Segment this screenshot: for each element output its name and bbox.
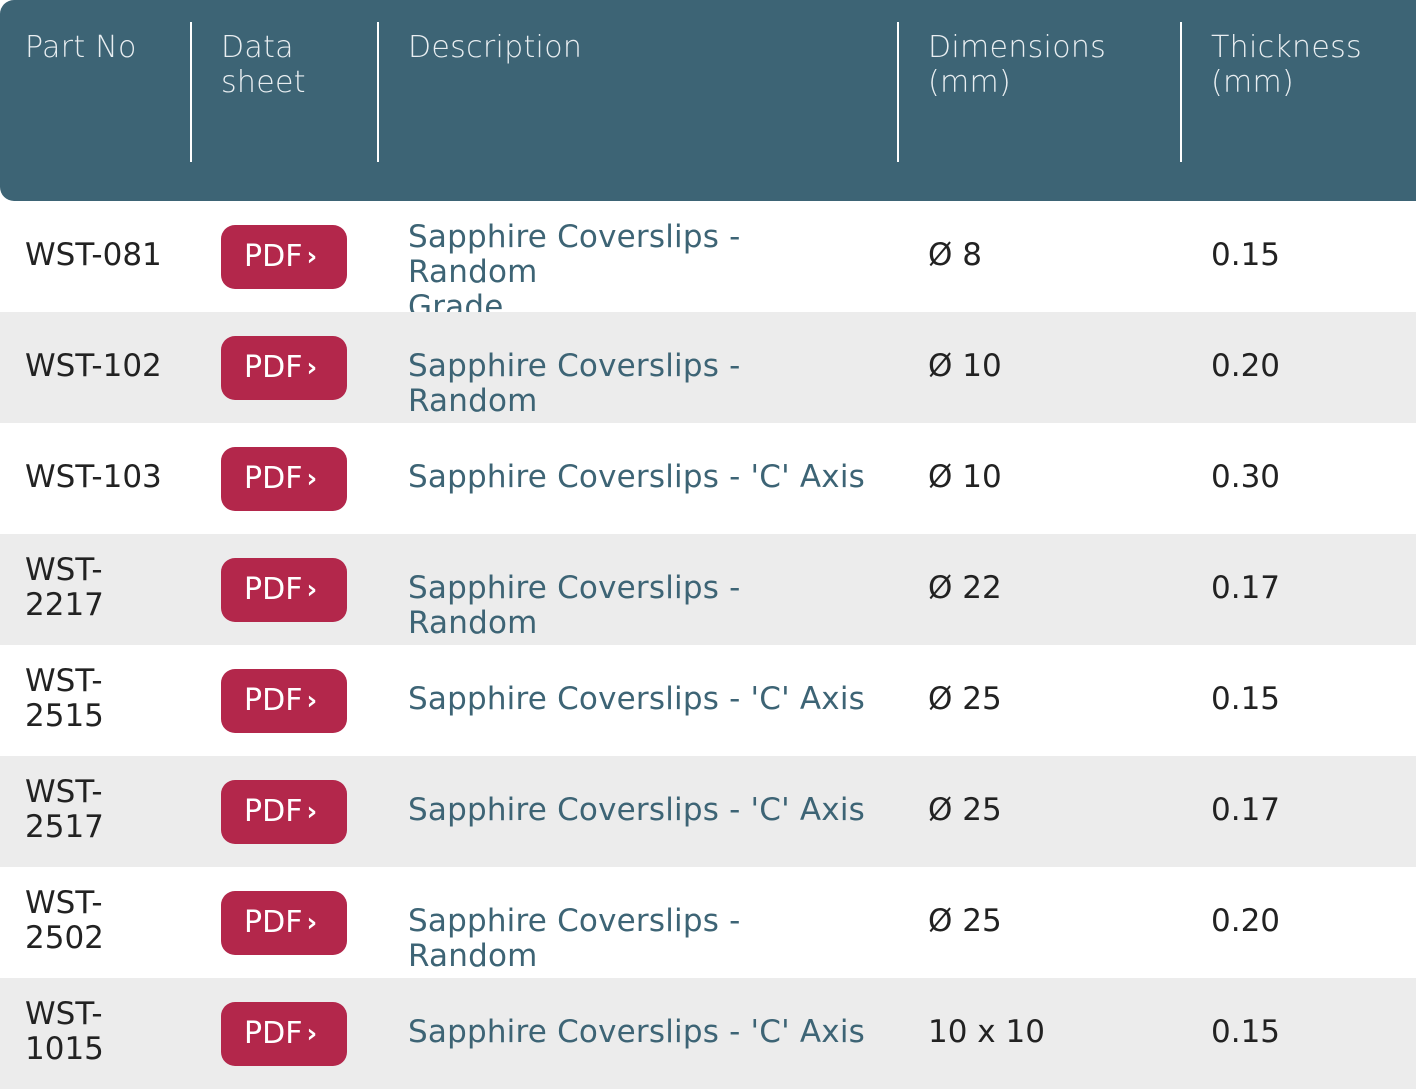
chevron-right-icon: › [306, 575, 318, 605]
dimensions-value: Ø 25 [928, 903, 1002, 939]
pdf-button-label: PDF [244, 461, 303, 496]
product-description: Sapphire Coverslips - Random [408, 348, 741, 419]
table-row: WST- 2217 PDF › Sapphire Coverslips - Random… [0, 534, 1416, 645]
pdf-button-label: PDF [244, 1016, 303, 1051]
pdf-button-label: PDF [244, 350, 303, 385]
dimensions-value: Ø 25 [928, 681, 1002, 717]
pdf-datasheet-button[interactable]: PDF › [221, 891, 347, 955]
header-divider [190, 22, 192, 162]
thickness-value: 0.15 [1211, 1014, 1281, 1050]
dimensions-value: Ø 10 [928, 348, 1002, 384]
header-description: Description [408, 30, 583, 65]
dimensions-value: Ø 8 [928, 237, 982, 273]
thickness-value: 0.17 [1211, 792, 1281, 828]
table-header: Part No Data sheet Description Dimensions… [0, 0, 1416, 201]
header-thickness: Thickness (mm) [1211, 30, 1362, 100]
pdf-button-label: PDF [244, 572, 303, 607]
table-row: WST- 2517 PDF › Sapphire Coverslips - 'C' Ax… [0, 756, 1416, 867]
thickness-value: 0.30 [1211, 459, 1281, 495]
part-number: WST-102 [25, 348, 162, 384]
thickness-value: 0.15 [1211, 237, 1281, 273]
dimensions-value: Ø 25 [928, 792, 1002, 828]
product-description: Sapphire Coverslips - 'C' Axis [408, 1014, 866, 1050]
pdf-datasheet-button[interactable]: PDF › [221, 336, 347, 400]
pdf-datasheet-button[interactable]: PDF › [221, 1002, 347, 1066]
product-description: Sapphire Coverslips - Random [408, 570, 741, 641]
pdf-datasheet-button[interactable]: PDF › [221, 447, 347, 511]
product-description: Sapphire Coverslips - Random Grade [408, 219, 741, 325]
thickness-value: 0.20 [1211, 348, 1281, 384]
part-number: WST- 2217 [25, 552, 104, 623]
header-divider [897, 22, 899, 162]
product-description: Sapphire Coverslips - 'C' Axis [408, 681, 866, 717]
chevron-right-icon: › [306, 797, 318, 827]
pdf-button-label: PDF [244, 683, 303, 718]
header-divider [1180, 22, 1182, 162]
product-description: Sapphire Coverslips - Random [408, 903, 741, 974]
header-dimensions: Dimensions (mm) [928, 30, 1107, 100]
product-description: Sapphire Coverslips - 'C' Axis [408, 792, 866, 828]
header-data-sheet: Data sheet [221, 30, 306, 100]
part-number: WST- 2502 [25, 885, 104, 956]
chevron-right-icon: › [306, 464, 318, 494]
pdf-button-label: PDF [244, 239, 303, 274]
part-number: WST-081 [25, 237, 162, 273]
dimensions-value: Ø 22 [928, 570, 1002, 606]
table-row: WST-102 PDF › Sapphire Coverslips - Random Ø… [0, 312, 1416, 423]
table-row: WST-081 PDF › Sapphire Coverslips - Random G… [0, 201, 1416, 325]
chevron-right-icon: › [306, 353, 318, 383]
thickness-value: 0.17 [1211, 570, 1281, 606]
table-row: WST- 2515 PDF › Sapphire Coverslips - 'C' Ax… [0, 645, 1416, 756]
product-description: Sapphire Coverslips - 'C' Axis [408, 459, 866, 495]
pdf-button-label: PDF [244, 905, 303, 940]
table-row: WST- 1015 PDF › Sapphire Coverslips - 'C' Ax… [0, 978, 1416, 1089]
chevron-right-icon: › [306, 1019, 318, 1049]
header-part-no: Part No [25, 30, 137, 65]
chevron-right-icon: › [306, 242, 318, 272]
chevron-right-icon: › [306, 908, 318, 938]
pdf-datasheet-button[interactable]: PDF › [221, 558, 347, 622]
pdf-datasheet-button[interactable]: PDF › [221, 669, 347, 733]
pdf-datasheet-button[interactable]: PDF › [221, 225, 347, 289]
thickness-value: 0.15 [1211, 681, 1281, 717]
part-number: WST- 2515 [25, 663, 104, 734]
dimensions-value: Ø 10 [928, 459, 1002, 495]
thickness-value: 0.20 [1211, 903, 1281, 939]
part-number: WST- 2517 [25, 774, 104, 845]
table-row: WST- 2502 PDF › Sapphire Coverslips - Random… [0, 867, 1416, 978]
pdf-datasheet-button[interactable]: PDF › [221, 780, 347, 844]
table-row: WST-103 PDF › Sapphire Coverslips - 'C' Axi… [0, 423, 1416, 534]
dimensions-value: 10 x 10 [928, 1014, 1045, 1050]
chevron-right-icon: › [306, 686, 318, 716]
header-divider [377, 22, 379, 162]
part-number: WST- 1015 [25, 996, 104, 1067]
part-number: WST-103 [25, 459, 162, 495]
pdf-button-label: PDF [244, 794, 303, 829]
